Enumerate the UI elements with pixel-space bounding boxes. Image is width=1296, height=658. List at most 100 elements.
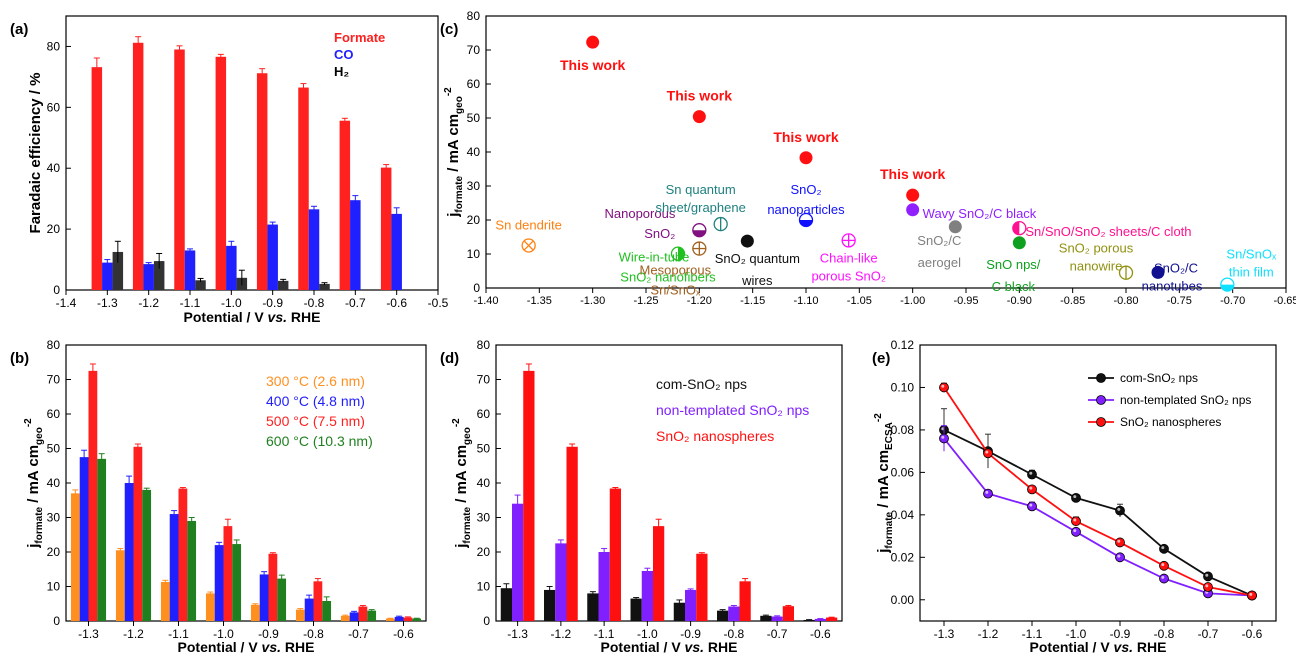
- 3-ytick-label: 30: [477, 511, 491, 525]
- bar-a-2: [195, 280, 206, 290]
- 4-ytick-label: 0.12: [891, 338, 915, 352]
- bar-a-0: [174, 49, 185, 290]
- series-point: [1203, 582, 1213, 592]
- bar: [825, 617, 838, 621]
- 3-ytick-label: 60: [477, 407, 491, 421]
- bar: [385, 618, 395, 621]
- point-label: Sn/SnO/SnO₂ sheets/C cloth: [1025, 224, 1191, 239]
- bar: [609, 488, 621, 621]
- panel-label: (e): [872, 350, 890, 367]
- plot-frame-e: [919, 344, 1277, 622]
- bar: [717, 610, 729, 621]
- bar-a-0: [298, 87, 309, 291]
- 2-ytick-label: 40: [467, 145, 481, 159]
- bar: [79, 457, 89, 621]
- 2-ytick-label: 10: [467, 247, 481, 261]
- point-cross: [523, 240, 534, 251]
- e-xtick-label: -0.8: [1154, 627, 1175, 641]
- bar-a-0: [215, 56, 227, 290]
- bar: [250, 604, 260, 621]
- series-point: [1247, 590, 1257, 601]
- x-axis-title: Potential / V vs. RHE: [178, 639, 315, 655]
- 0-ytick-label: 80: [47, 39, 61, 53]
- 4-ytick-label: 0.02: [891, 550, 915, 564]
- point-highlight: [985, 450, 989, 454]
- point-highlight: [1029, 471, 1033, 475]
- 2-ytick-label: 0: [473, 281, 480, 295]
- bar: [598, 552, 610, 621]
- point-label: sheet/graphene: [655, 200, 745, 215]
- c-xtick-label: -1.05: [847, 295, 872, 307]
- 3-ytick-label: 50: [477, 442, 491, 456]
- bar: [523, 370, 535, 621]
- bar: [630, 598, 642, 621]
- 0-ytick-label: 40: [47, 161, 61, 175]
- point-half: [1220, 284, 1234, 292]
- 3-ytick-label: 20: [477, 545, 491, 559]
- 2-ytick-label: 80: [467, 9, 481, 23]
- bar: [88, 370, 98, 621]
- panel-label: (b): [10, 350, 29, 367]
- c-xtick-label: -1.15: [740, 295, 765, 307]
- point-label: Sn/SnOₓ: [1226, 247, 1277, 262]
- bar: [587, 593, 599, 621]
- e-xtick-label: -1.0: [1066, 627, 1087, 641]
- series-point: [1115, 537, 1125, 548]
- series-line: [943, 429, 1253, 597]
- 1-ytick-label: 10: [47, 580, 61, 594]
- point-highlight: [941, 435, 945, 439]
- bar-a-0: [91, 67, 103, 290]
- bar: [169, 514, 179, 621]
- y-axis-title: jformate / mA cmgeo-2: [23, 418, 45, 549]
- e-xtick-label: -0.7: [1198, 627, 1219, 641]
- legend-a-h2: H₂: [334, 64, 349, 79]
- legend-e-item: com-SnO₂ nps: [1120, 371, 1198, 385]
- point-label: SnO₂ nanofibers: [620, 270, 716, 285]
- bar: [295, 609, 305, 621]
- bar: [214, 545, 224, 621]
- legend-b-item: 500 °C (7.5 nm): [266, 413, 365, 429]
- 1-ytick-label: 50: [47, 442, 61, 456]
- bar: [268, 553, 278, 621]
- point-highlight: [1117, 554, 1121, 558]
- panel-label: (c): [440, 21, 458, 38]
- e-xtick-label: -1.2: [978, 627, 999, 641]
- c-xtick-label: -0.75: [1167, 295, 1192, 307]
- point-half: [799, 220, 813, 227]
- legend-d-item: SnO₂ nanospheres: [656, 428, 774, 444]
- legend-d-item: non-templated SnO₂ nps: [656, 402, 809, 418]
- point-label: Wire-in-tube: [619, 250, 690, 265]
- point-label: Nanoporous: [605, 206, 676, 221]
- bar: [97, 458, 107, 621]
- bar: [685, 589, 697, 621]
- point-marker: [1151, 265, 1165, 279]
- 3-ytick-label: 0: [483, 614, 490, 628]
- point-label: Sn quantum: [666, 182, 736, 197]
- bar: [500, 588, 513, 621]
- c-xtick-label: -1.25: [633, 295, 658, 307]
- xtick-label: -1.1: [168, 627, 189, 641]
- bar-a-2: [277, 280, 289, 290]
- y-axis-title: jformate / mA cmECSA-2: [873, 413, 895, 554]
- bar-a-1: [308, 209, 320, 290]
- point-highlight: [985, 490, 989, 494]
- series-point: [983, 448, 993, 459]
- point-label: SnO₂: [644, 226, 675, 241]
- legend-d-item: com-SnO₂ nps: [656, 376, 747, 392]
- legend-b-item: 600 °C (10.3 nm): [266, 433, 373, 449]
- series-point: [1027, 501, 1037, 512]
- 4-ytick-label: 0.10: [891, 380, 915, 394]
- point-label: aerogel: [918, 255, 961, 270]
- point-marker: [948, 220, 962, 234]
- 1-ytick-label: 20: [47, 545, 61, 559]
- point-label: SnO₂ quantum: [715, 251, 800, 266]
- 1-ytick-label: 60: [47, 407, 61, 421]
- point-label: SnO₂ porous: [1059, 241, 1134, 256]
- c-xtick-label: -1.40: [473, 295, 498, 307]
- point-label: This work: [880, 166, 946, 182]
- bar: [205, 593, 215, 621]
- point-marker: [906, 203, 920, 217]
- point-half: [1012, 221, 1020, 235]
- bar-a-1: [143, 264, 154, 290]
- 4-ytick-label: 0.06: [891, 465, 915, 479]
